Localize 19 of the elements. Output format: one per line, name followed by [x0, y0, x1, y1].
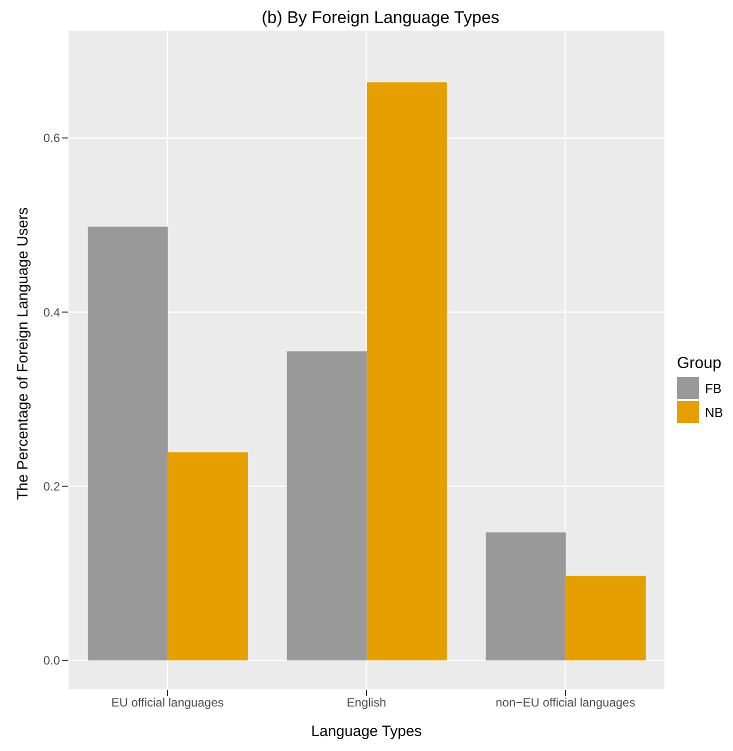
legend-label: NB: [704, 404, 723, 420]
legend-title: Group: [676, 355, 722, 373]
bar: [88, 226, 168, 660]
x-tick-label: EU official languages: [111, 696, 224, 710]
legend-label: FB: [704, 380, 722, 396]
y-tick-label: 0.6: [43, 131, 60, 146]
y-tick-label: 0.4: [43, 305, 60, 320]
x-tick-label: English: [346, 696, 386, 710]
bar: [566, 576, 646, 660]
bar: [168, 452, 248, 660]
x-axis-title: Language Types: [311, 723, 422, 740]
x-tick-label: non−EU official languages: [496, 696, 636, 710]
bar: [486, 532, 566, 660]
y-axis-title: The Percentage of Foreign Language Users: [14, 207, 32, 500]
bar: [286, 351, 367, 660]
bar: [366, 82, 447, 660]
chart-title: (b) By Foreign Language Types: [260, 8, 500, 29]
y-tick-label: 0.2: [43, 480, 60, 494]
y-tick-label: 0.0: [43, 654, 60, 668]
